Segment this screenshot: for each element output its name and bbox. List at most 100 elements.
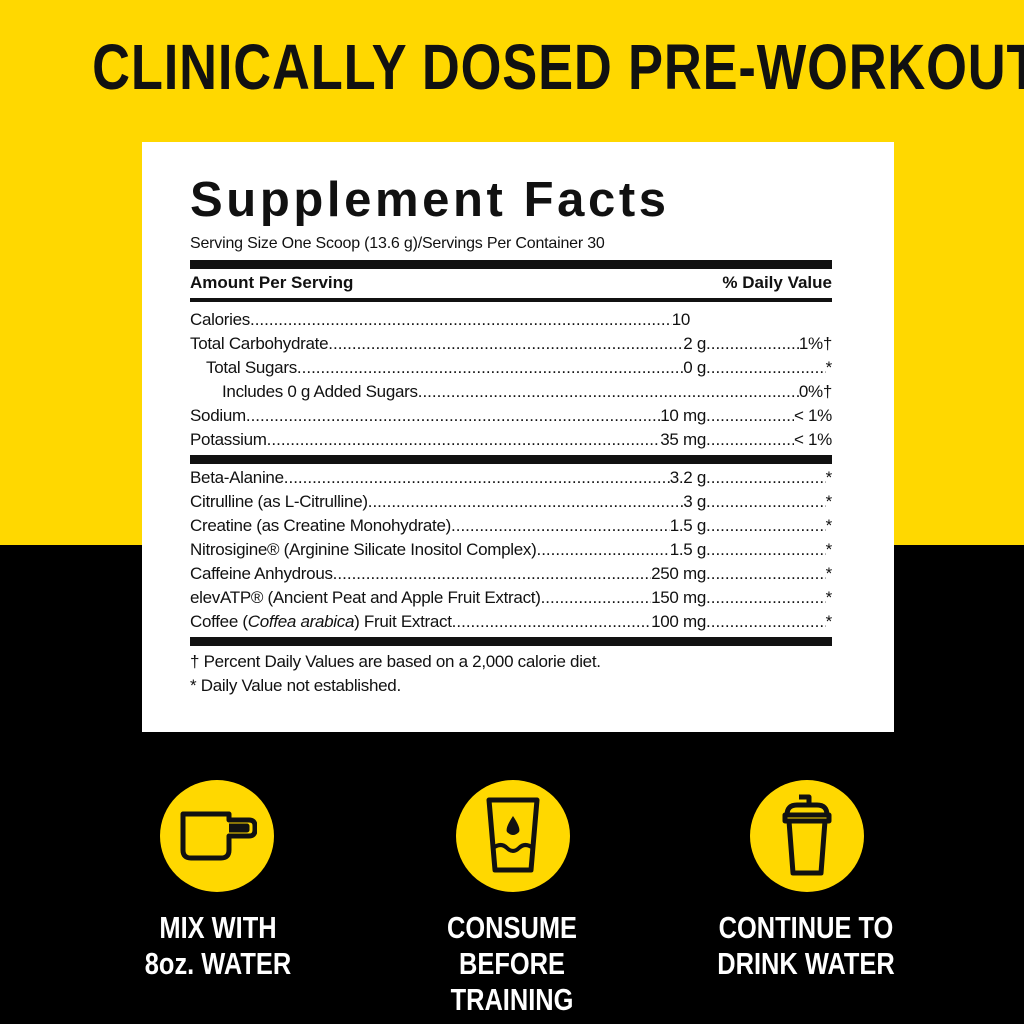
caption-line: MIX WITH: [159, 910, 277, 945]
row-label: Nitrosigine® (Arginine Silicate Inositol…: [190, 540, 537, 559]
label-part: Coffee (: [190, 612, 248, 631]
scoop-icon: [160, 780, 274, 892]
row-amount: 2 g: [683, 334, 706, 353]
dot-leader: [706, 586, 826, 610]
dot-leader: [706, 562, 826, 586]
label-italic: Coffea arabica: [247, 612, 355, 631]
dot-leader: [706, 404, 794, 428]
divider: [190, 637, 832, 646]
facts-row: Creatine (as Creatine Monohydrate) 1.5 g *: [190, 514, 832, 538]
row-left: Caffeine Anhydrous 250 mg: [190, 562, 706, 586]
row-amount: 150 mg: [651, 588, 706, 607]
facts-row: Total Carbohydrate 2 g 1%†: [190, 332, 832, 356]
facts-row: Caffeine Anhydrous 250 mg *: [190, 562, 832, 586]
facts-title: Supplement Facts: [190, 173, 670, 227]
row-amount: 10 mg: [660, 406, 706, 425]
row-left: Potassium 35 mg: [190, 428, 706, 452]
nutrient-rows: Calories10Total Carbohydrate2 g1%†Total …: [190, 308, 832, 452]
dot-leader: [451, 514, 670, 538]
row-label: Calories: [190, 310, 250, 329]
dot-leader: [452, 610, 651, 634]
row-daily-value: *: [825, 588, 833, 607]
step-caption-mix: MIX WITH 8oz. WATER: [111, 910, 324, 982]
dot-leader: [333, 562, 651, 586]
row-label: Beta-Alanine: [190, 468, 284, 487]
row-daily-value: 0%†: [798, 382, 832, 401]
divider: [190, 260, 832, 269]
amount-per-serving-label: Amount Per Serving: [190, 273, 354, 292]
row-amount: 1.5 g: [669, 516, 707, 535]
shaker-bottle-icon: [750, 780, 864, 892]
facts-header: Amount Per Serving % Daily Value: [190, 271, 832, 295]
water-glass-icon: [456, 780, 570, 892]
row-left: Total Carbohydrate 2 g: [190, 332, 706, 356]
row-right: *: [706, 356, 832, 380]
row-right: *: [706, 538, 832, 562]
row-amount: 250 mg: [651, 564, 706, 583]
row-amount: 3 g: [683, 492, 706, 511]
row-right: *: [706, 562, 832, 586]
dot-leader: [706, 610, 826, 634]
row-left: Citrulline (as L-Citrulline) 3 g: [190, 490, 706, 514]
row-right: 1%†: [706, 332, 832, 356]
dot-leader: [246, 404, 660, 428]
facts-row: Beta-Alanine 3.2 g *: [190, 466, 832, 490]
dot-leader: [297, 356, 683, 380]
dot-leader: [267, 428, 661, 452]
caption-line: 8oz. WATER: [144, 946, 292, 981]
facts-row: Includes 0 g Added Sugars 0%†: [190, 380, 832, 404]
row-label: Total Sugars: [206, 358, 297, 377]
facts-row: Nitrosigine® (Arginine Silicate Inositol…: [190, 538, 832, 562]
footnote-dv: † Percent Daily Values are based on a 2,…: [190, 652, 601, 671]
headline: CLINICALLY DOSED PRE-WORKOUT: [92, 31, 1024, 103]
dot-leader: [706, 332, 799, 356]
row-left: elevATP® (Ancient Peat and Apple Fruit E…: [190, 586, 706, 610]
dot-leader: [706, 428, 794, 452]
facts-row: Citrulline (as L-Citrulline) 3 g *: [190, 490, 832, 514]
row-amount: 100 mg: [651, 612, 706, 631]
row-amount: 3.2 g: [669, 468, 707, 487]
facts-row: Calories 10: [190, 308, 832, 332]
caption-line: TRAINING: [450, 982, 574, 1017]
row-daily-value: < 1%: [793, 430, 832, 449]
row-label: Coffee (Coffea arabica) Fruit Extract: [190, 610, 452, 634]
row-amount: 10: [671, 310, 691, 329]
row-right: *: [706, 466, 832, 490]
caption-line: CONSUME BEFORE: [447, 910, 577, 981]
ingredient-rows: Beta-Alanine3.2 g*Citrulline (as L-Citru…: [190, 466, 832, 634]
row-label: Creatine (as Creatine Monohydrate): [190, 516, 451, 535]
row-right: *: [706, 490, 832, 514]
row-left: Beta-Alanine 3.2 g: [190, 466, 706, 490]
row-left: Creatine (as Creatine Monohydrate) 1.5 g: [190, 514, 706, 538]
facts-row: Coffee (Coffea arabica) Fruit Extract 100…: [190, 610, 832, 634]
row-daily-value: < 1%: [793, 406, 832, 425]
serving-info: Serving Size One Scoop (13.6 g)/Servings…: [190, 235, 605, 252]
caption-line: DRINK WATER: [717, 946, 895, 981]
row-daily-value: *: [825, 540, 833, 559]
row-right: *: [706, 610, 832, 634]
facts-row: Total Sugars 0 g *: [190, 356, 832, 380]
row-left: Nitrosigine® (Arginine Silicate Inositol…: [190, 538, 706, 562]
step-caption-continue: CONTINUE TO DRINK WATER: [699, 910, 912, 982]
row-right: 0%†: [418, 380, 833, 404]
facts-row: Sodium 10 mg < 1%: [190, 404, 832, 428]
daily-value-label: % Daily Value: [722, 273, 832, 292]
row-daily-value: *: [825, 516, 833, 535]
row-label: Citrulline (as L-Citrulline): [190, 492, 368, 511]
divider: [190, 455, 832, 464]
caption-line: CONTINUE TO: [718, 910, 894, 945]
row-daily-value: 1%†: [798, 334, 832, 353]
step-caption-consume: CONSUME BEFORE TRAINING: [405, 910, 618, 1018]
row-left: Includes 0 g Added Sugars: [190, 380, 418, 404]
row-amount: 0 g: [683, 358, 706, 377]
facts-row: Potassium 35 mg < 1%: [190, 428, 832, 452]
row-left: Sodium 10 mg: [190, 404, 706, 428]
row-right: *: [706, 514, 832, 538]
dot-leader: [284, 466, 670, 490]
supplement-facts: Supplement Facts Serving Size One Scoop …: [190, 170, 832, 698]
row-left: Calories 10: [190, 308, 690, 332]
dot-leader: [706, 538, 826, 562]
row-label: Includes 0 g Added Sugars: [222, 382, 418, 401]
row-right: < 1%: [706, 404, 832, 428]
dot-leader: [706, 490, 826, 514]
